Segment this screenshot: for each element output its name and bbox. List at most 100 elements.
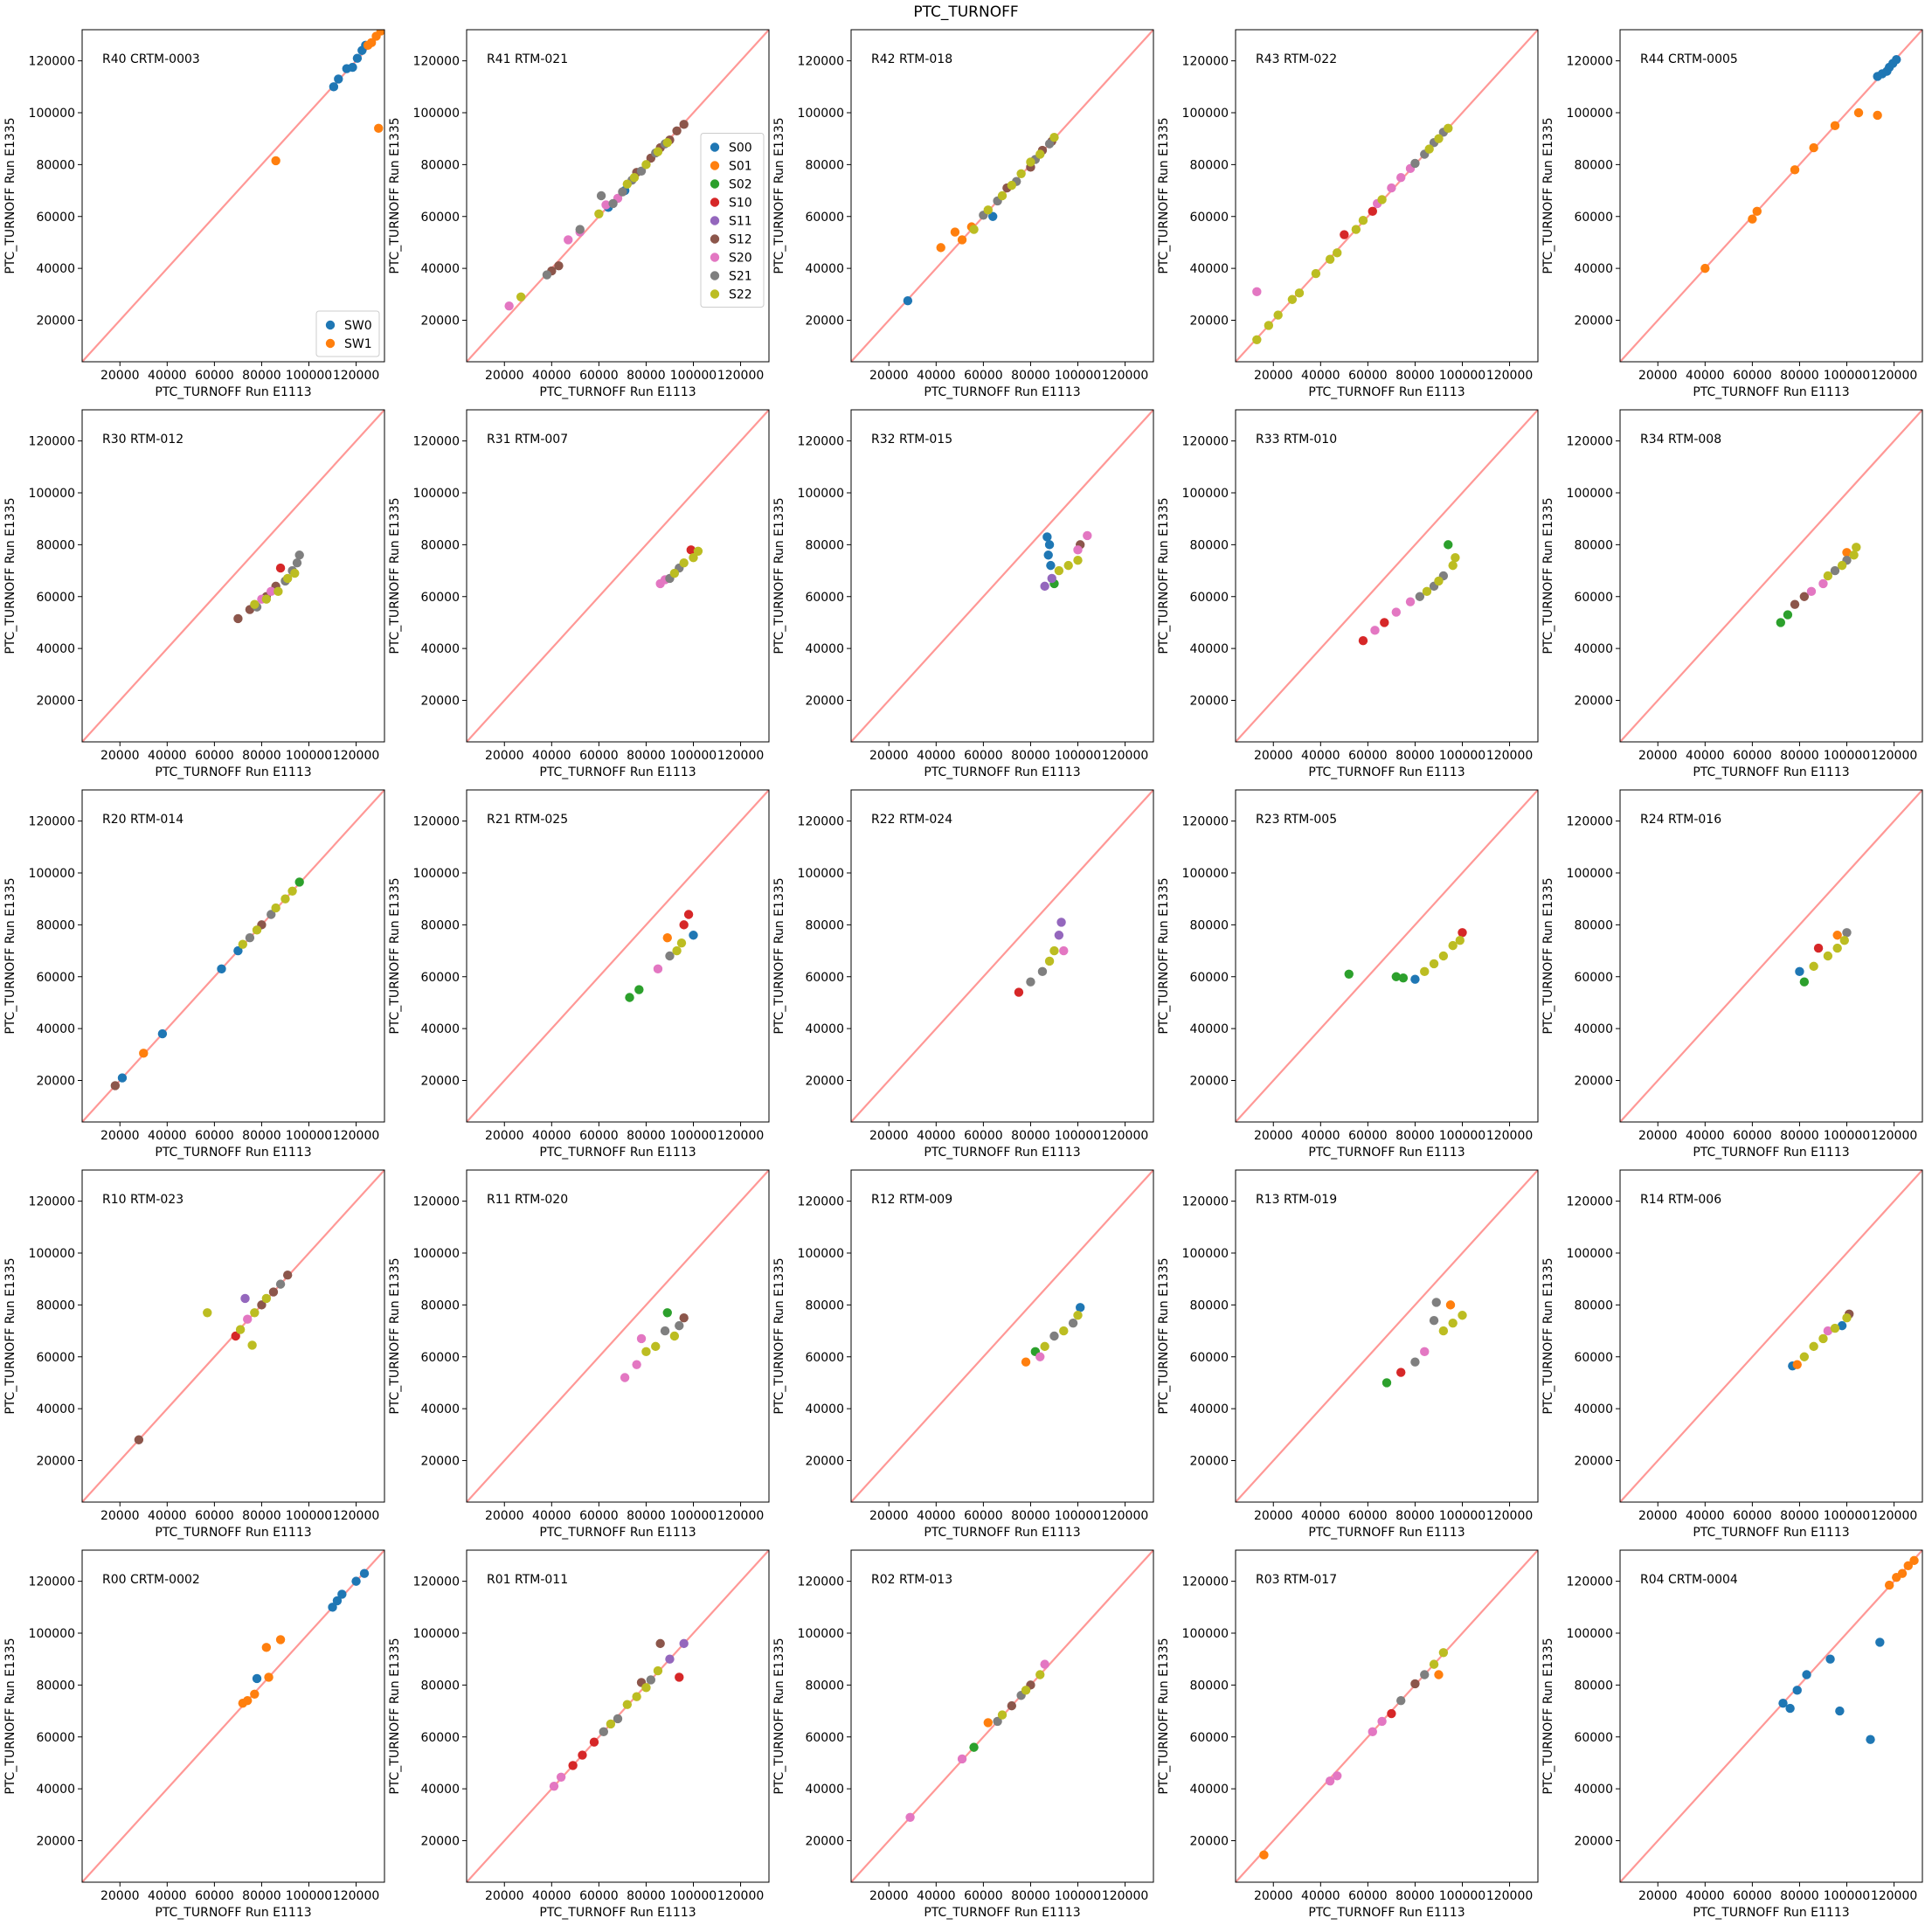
y-axis-label: PTC_TURNOFF Run E1335 bbox=[1157, 497, 1171, 654]
legend-label: S11 bbox=[729, 215, 752, 229]
y-tick-label: 40000 bbox=[36, 642, 75, 656]
x-tick-label: 100000 bbox=[286, 1509, 332, 1523]
x-tick-label: 40000 bbox=[148, 749, 187, 763]
y-tick-label: 120000 bbox=[413, 55, 460, 69]
point-sw1 bbox=[1884, 1580, 1894, 1590]
point-sw0 bbox=[1825, 1654, 1835, 1664]
y-tick-label: 80000 bbox=[420, 1298, 460, 1312]
y-tick-label: 80000 bbox=[1189, 918, 1229, 932]
x-tick-label: 60000 bbox=[1348, 1129, 1388, 1143]
y-tick-label: 40000 bbox=[805, 1402, 844, 1416]
x-tick-label: 120000 bbox=[1871, 749, 1917, 763]
point-sw1 bbox=[250, 1689, 260, 1699]
panel-label: R24 RTM-016 bbox=[1640, 813, 1721, 827]
point-s01 bbox=[1259, 1850, 1269, 1860]
x-tick-label: 60000 bbox=[579, 369, 619, 383]
point-s10 bbox=[275, 563, 286, 573]
y-axis-label: PTC_TURNOFF Run E1335 bbox=[1157, 1257, 1171, 1414]
point-s21 bbox=[665, 951, 675, 961]
x-tick-label: 40000 bbox=[532, 749, 571, 763]
point-s20 bbox=[1059, 945, 1069, 956]
point-s22 bbox=[280, 894, 290, 904]
point-s21 bbox=[1410, 158, 1420, 169]
point-sw0 bbox=[252, 1673, 262, 1684]
point-s21 bbox=[599, 1727, 608, 1737]
point-sw1 bbox=[1790, 165, 1800, 175]
point-s22 bbox=[1455, 935, 1465, 945]
legend-marker-s21 bbox=[710, 271, 720, 280]
x-tick-label: 20000 bbox=[1254, 369, 1293, 383]
x-tick-label: 100000 bbox=[286, 369, 332, 383]
point-s22 bbox=[1434, 134, 1444, 143]
panel-label: R33 RTM-010 bbox=[1256, 433, 1337, 447]
point-s22 bbox=[1358, 216, 1368, 225]
point-s22 bbox=[1016, 169, 1026, 178]
point-s22 bbox=[1837, 560, 1847, 571]
point-s20 bbox=[620, 1373, 630, 1382]
y-tick-label: 80000 bbox=[805, 918, 844, 932]
x-tick-label: 120000 bbox=[1486, 749, 1533, 763]
legend-marker-s20 bbox=[710, 253, 720, 262]
x-tick-label: 20000 bbox=[100, 1129, 140, 1143]
point-s22 bbox=[1351, 225, 1361, 234]
point-s22 bbox=[1294, 288, 1305, 298]
x-tick-label: 60000 bbox=[1733, 1889, 1772, 1903]
x-tick-label: 40000 bbox=[532, 1509, 571, 1523]
y-tick-label: 80000 bbox=[1189, 1298, 1229, 1312]
axes-frame bbox=[81, 789, 385, 1123]
y-tick-label: 20000 bbox=[1189, 1835, 1229, 1849]
y-tick-label: 120000 bbox=[798, 1575, 844, 1589]
legend-marker-s02 bbox=[710, 179, 720, 189]
x-axis-label: PTC_TURNOFF Run E1113 bbox=[155, 765, 311, 779]
diagonal-line bbox=[1236, 30, 1538, 362]
x-axis-label: PTC_TURNOFF Run E1113 bbox=[155, 1526, 311, 1540]
x-axis-label: PTC_TURNOFF Run E1113 bbox=[539, 765, 696, 779]
x-tick-label: 20000 bbox=[869, 369, 909, 383]
x-axis-label: PTC_TURNOFF Run E1113 bbox=[924, 1526, 1080, 1540]
point-sw1 bbox=[1700, 263, 1710, 274]
x-tick-label: 120000 bbox=[1102, 1129, 1148, 1143]
y-tick-label: 120000 bbox=[1182, 1195, 1229, 1209]
point-s20 bbox=[1325, 1776, 1335, 1786]
x-tick-label: 120000 bbox=[1102, 1889, 1148, 1903]
y-tick-label: 120000 bbox=[413, 1195, 460, 1209]
y-tick-label: 20000 bbox=[36, 315, 75, 329]
panel-label: R34 RTM-008 bbox=[1640, 433, 1721, 447]
x-tick-label: 40000 bbox=[1301, 1129, 1340, 1143]
x-tick-label: 120000 bbox=[1102, 749, 1148, 763]
x-axis-label: PTC_TURNOFF Run E1113 bbox=[155, 1906, 311, 1920]
diagonal-line bbox=[1620, 30, 1922, 362]
point-s21 bbox=[1429, 1315, 1439, 1326]
y-tick-label: 20000 bbox=[1574, 695, 1613, 709]
point-s22 bbox=[287, 886, 297, 896]
diagonal-line bbox=[467, 790, 769, 1122]
point-s22 bbox=[662, 137, 672, 148]
panel-label: R31 RTM-007 bbox=[487, 433, 568, 447]
x-tick-label: 20000 bbox=[485, 749, 524, 763]
point-s01 bbox=[1434, 1670, 1444, 1679]
x-tick-label: 60000 bbox=[964, 1129, 1003, 1143]
legend-label: SW0 bbox=[344, 319, 372, 333]
axes-frame bbox=[81, 29, 385, 363]
x-tick-label: 80000 bbox=[1780, 1889, 1819, 1903]
y-tick-label: 100000 bbox=[1567, 487, 1613, 501]
point-s22 bbox=[1311, 268, 1321, 279]
y-tick-label: 100000 bbox=[1182, 1247, 1229, 1261]
point-s21 bbox=[245, 933, 255, 943]
y-tick-label: 20000 bbox=[420, 1455, 460, 1469]
x-axis-label: PTC_TURNOFF Run E1113 bbox=[539, 385, 696, 399]
point-sw0 bbox=[337, 1589, 347, 1599]
x-tick-label: 20000 bbox=[869, 749, 909, 763]
y-tick-label: 20000 bbox=[420, 315, 460, 329]
point-s22 bbox=[629, 173, 640, 183]
y-axis-label: PTC_TURNOFF Run E1335 bbox=[3, 117, 17, 274]
x-tick-label: 80000 bbox=[1011, 1889, 1050, 1903]
y-tick-label: 100000 bbox=[29, 487, 75, 501]
point-s22 bbox=[274, 586, 283, 597]
legend-marker-sw0 bbox=[325, 320, 336, 330]
y-tick-label: 120000 bbox=[1182, 55, 1229, 69]
point-s20 bbox=[1083, 530, 1092, 541]
x-tick-label: 40000 bbox=[148, 1889, 187, 1903]
y-axis-label: PTC_TURNOFF Run E1335 bbox=[772, 497, 786, 654]
y-tick-label: 100000 bbox=[1567, 867, 1613, 881]
